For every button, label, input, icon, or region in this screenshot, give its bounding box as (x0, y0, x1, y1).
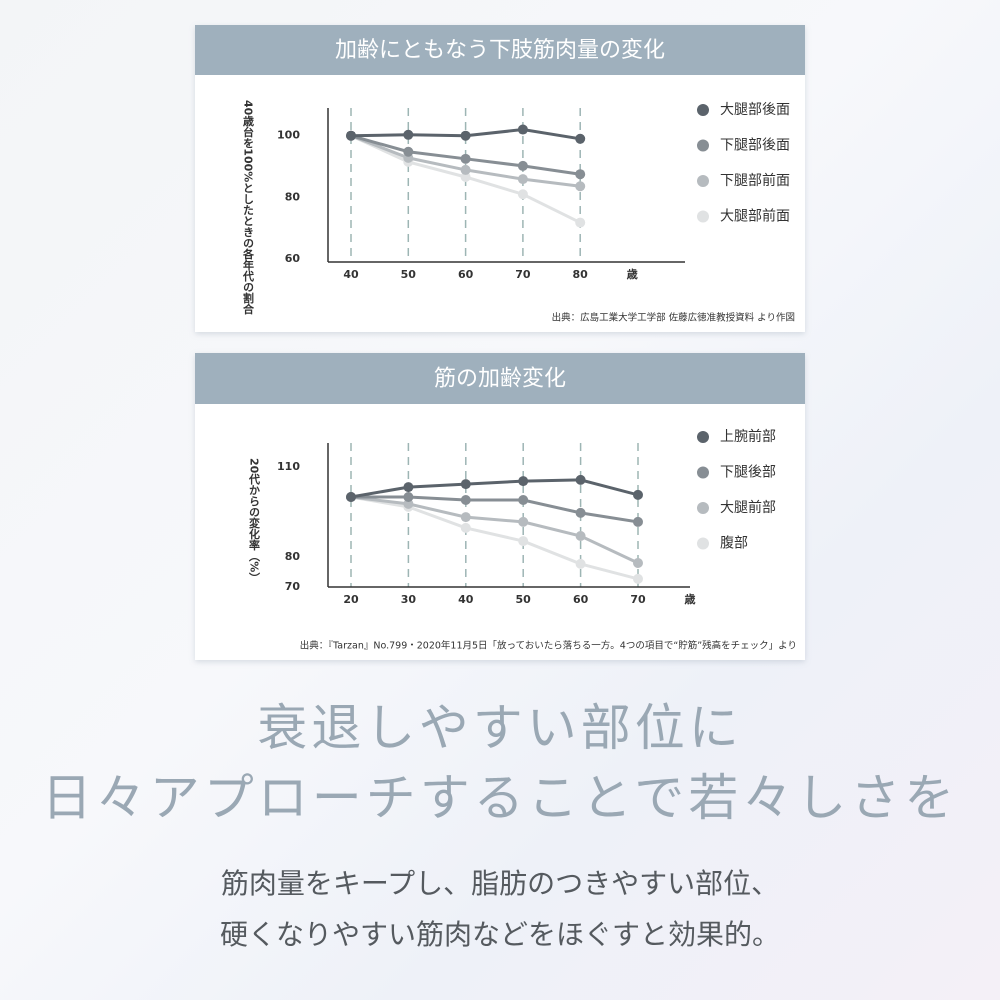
data-point (460, 164, 471, 175)
chart-title: 加齢にともなう下肢筋肉量の変化 (335, 38, 665, 63)
legend-swatch (697, 431, 709, 443)
y-tick-label: 60 (285, 252, 301, 265)
data-point (518, 476, 529, 487)
data-point (575, 217, 586, 228)
legend-label: 下腿部前面 (720, 172, 790, 189)
legend-swatch (697, 466, 709, 479)
x-tick-label: 50 (516, 593, 532, 606)
x-tick-label: 30 (401, 593, 417, 606)
data-point (575, 169, 586, 180)
data-point (403, 498, 414, 509)
series-line (351, 495, 639, 524)
data-point (403, 146, 414, 157)
legend-label: 腹部 (720, 535, 748, 552)
data-point (575, 531, 586, 541)
data-point (633, 516, 643, 527)
y-tick-label: 80 (285, 190, 301, 203)
data-point (346, 130, 356, 141)
data-point (403, 492, 414, 502)
y-axis-label: 20代からの変化率（%） (248, 458, 262, 583)
chart-title: 筋の加齢変化 (434, 367, 566, 392)
data-point (633, 489, 643, 500)
legend-label: 大腿部後面 (720, 102, 790, 118)
x-tick-label: 40 (343, 268, 359, 281)
legend-label: 下腿後部 (720, 465, 776, 481)
x-tick-label: 40 (458, 593, 474, 606)
data-point (517, 160, 528, 171)
headline: 衰退しやすい部位に (257, 699, 743, 757)
data-point (517, 189, 528, 200)
legend-label: 下腿部後面 (720, 138, 790, 154)
y-tick-label: 80 (285, 550, 301, 563)
data-point (575, 558, 586, 569)
source-note: 出典：『Tarzan』No.799・2020年11月5日「放っておいたら落ちる一… (300, 640, 797, 652)
data-point (575, 507, 586, 518)
legend-swatch (697, 502, 709, 514)
data-point (575, 133, 586, 144)
source-note: 出典：広島工業大学工学部 佐藤広徳准教授資料 より作図 (552, 312, 795, 324)
data-point (460, 130, 471, 141)
y-tick-label: 70 (285, 580, 301, 593)
chart-card: 加齢にともなう下肢筋肉量の変化 40歳台を100%としたときの各年代の割合 40 50… (195, 25, 805, 332)
data-point (518, 495, 529, 505)
headline: 日々アプローチすることで若々しさを (42, 769, 959, 827)
card-header (195, 25, 805, 75)
series-line (350, 495, 639, 565)
series-line (350, 478, 639, 499)
x-tick-label: 20 (343, 593, 359, 606)
data-point (517, 124, 528, 135)
data-point (517, 174, 528, 185)
data-point (460, 495, 471, 505)
x-tick-label: 70 (515, 268, 531, 281)
legend-label: 大腿前部 (720, 499, 776, 516)
series-line (350, 495, 639, 581)
data-point (403, 129, 414, 140)
x-tick-label: 60 (458, 268, 474, 281)
legend-swatch (697, 210, 709, 223)
legend-label: 大腿部前面 (720, 208, 790, 225)
data-point (460, 512, 471, 523)
x-tick-label: 60 (573, 593, 589, 606)
legend-swatch (697, 104, 709, 116)
y-tick-label: 110 (277, 460, 300, 473)
y-axis-label: 40歳台を100%としたときの各年代の割合 (242, 100, 256, 315)
x-axis-label: 歳 (685, 592, 696, 606)
data-point (460, 153, 471, 164)
data-point (575, 474, 586, 485)
data-point (518, 516, 529, 527)
legend-swatch (697, 537, 709, 550)
data-point (403, 482, 414, 493)
data-point (518, 536, 529, 547)
data-point (460, 479, 471, 490)
legend-swatch (697, 175, 709, 187)
data-point (460, 171, 471, 182)
data-point (346, 492, 356, 502)
legend-swatch (697, 139, 709, 152)
x-tick-label: 50 (401, 268, 417, 281)
y-tick-label: 100 (277, 129, 300, 142)
data-point (460, 522, 471, 533)
chart-card: 筋の加齢変化 20代からの変化率（%） 20 30 40 50 60 70 歳 70 80 110 上腕… (195, 353, 805, 660)
card-header (195, 353, 805, 404)
x-tick-label: 70 (630, 593, 646, 606)
body-text: 硬くなりやすい筋肉などをほぐすと効果的。 (220, 918, 780, 951)
body-text: 筋肉量をキープし、脂肪のつきやすい部位、 (221, 867, 779, 900)
x-tick-label: 80 (573, 268, 589, 281)
legend-label: 上腕前部 (720, 428, 776, 445)
data-point (575, 181, 586, 192)
data-point (633, 573, 643, 584)
x-axis-label: 歳 (627, 267, 638, 281)
data-point (633, 558, 643, 568)
